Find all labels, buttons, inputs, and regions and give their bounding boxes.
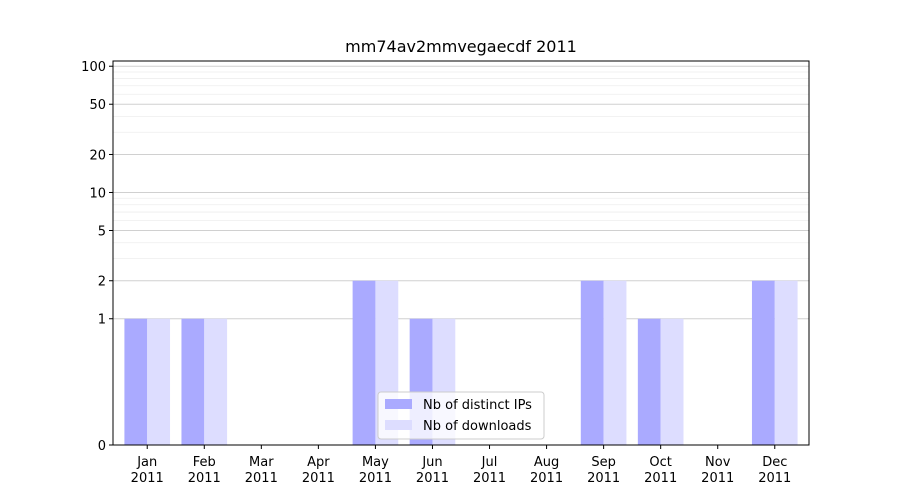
y-tick-label: 100 <box>81 60 106 75</box>
x-tick-label-month: Sep <box>591 455 616 470</box>
y-tick-label: 1 <box>98 313 106 328</box>
y-tick-label: 5 <box>98 224 106 239</box>
y-tick-label: 10 <box>89 186 106 201</box>
legend-label: Nb of distinct IPs <box>423 398 532 413</box>
legend-label: Nb of downloads <box>423 419 532 434</box>
bar-distinct-ips <box>637 318 661 445</box>
y-axis: 0 1 2 5 10 20 50 100 <box>81 60 113 454</box>
x-tick-label-year: 2011 <box>587 471 620 486</box>
x-tick-label-year: 2011 <box>473 471 506 486</box>
x-tick-label-year: 2011 <box>188 471 221 486</box>
legend: Nb of distinct IPs Nb of downloads <box>377 391 545 440</box>
x-tick-label-month: Oct <box>649 455 671 470</box>
plot-frame <box>112 60 810 446</box>
x-tick-label-year: 2011 <box>701 471 734 486</box>
x-tick-label-month: Jul <box>481 455 498 470</box>
x-tick-label-month: May <box>362 455 389 470</box>
x-tick-label-year: 2011 <box>416 471 449 486</box>
x-tick-label-year: 2011 <box>302 471 335 486</box>
x-tick-label-year: 2011 <box>758 471 791 486</box>
bars-layer <box>124 280 798 445</box>
chart-title: mm74av2mmvegaecdf 2011 <box>345 37 577 56</box>
x-tick-label-year: 2011 <box>530 471 563 486</box>
bar-downloads <box>603 280 627 445</box>
bar-distinct-ips <box>181 318 205 445</box>
x-tick-label-month: Aug <box>534 455 559 470</box>
bar-distinct-ips <box>352 280 376 445</box>
x-tick-label-year: 2011 <box>131 471 164 486</box>
x-tick-label-year: 2011 <box>644 471 677 486</box>
y-tick-label: 20 <box>89 148 106 163</box>
y-tick-label: 50 <box>89 98 106 113</box>
bar-downloads <box>774 280 798 445</box>
bar-downloads <box>147 318 171 445</box>
x-tick-label-year: 2011 <box>359 471 392 486</box>
bar-distinct-ips <box>580 280 604 445</box>
x-axis: Jan2011Feb2011Mar2011Apr2011May2011Jun20… <box>131 445 791 486</box>
bar-distinct-ips <box>751 280 775 445</box>
x-tick-label-month: Nov <box>705 455 731 470</box>
x-tick-label-month: Feb <box>193 455 216 470</box>
x-tick-label-month: Mar <box>249 455 274 470</box>
y-tick-label: 2 <box>98 275 106 290</box>
x-tick-label-month: Jan <box>136 455 157 470</box>
y-tick-label: 0 <box>98 439 106 454</box>
x-tick-label-month: Jun <box>421 455 442 470</box>
legend-swatch <box>385 399 412 409</box>
bar-downloads <box>204 318 228 445</box>
x-tick-label-year: 2011 <box>245 471 278 486</box>
bar-distinct-ips <box>124 318 148 445</box>
x-tick-label-month: Dec <box>762 455 787 470</box>
legend-swatch <box>385 420 412 430</box>
x-tick-label-month: Apr <box>307 455 330 470</box>
bar-downloads <box>660 318 684 445</box>
legend-box <box>377 391 545 440</box>
